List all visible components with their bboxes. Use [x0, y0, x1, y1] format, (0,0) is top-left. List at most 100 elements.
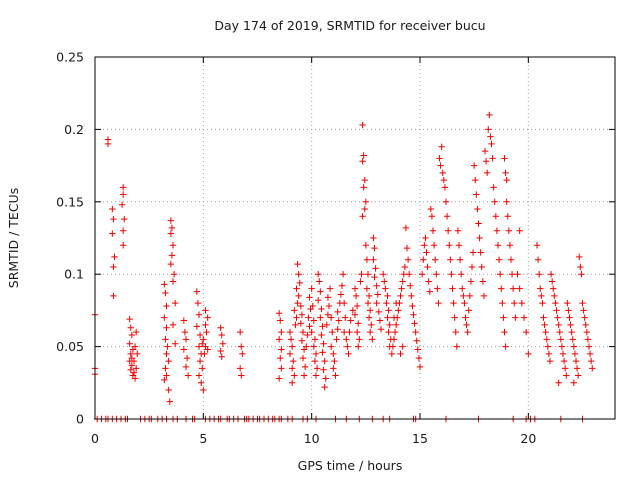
data-point: [499, 299, 506, 307]
data-point: [502, 343, 509, 350]
data-point: [395, 307, 402, 314]
data-point: [168, 252, 176, 259]
data-point: [195, 372, 203, 379]
data-point: [385, 307, 392, 314]
data-point: [461, 299, 468, 307]
data-point: [340, 299, 348, 307]
data-point: [551, 292, 558, 300]
data-point: [371, 273, 378, 281]
data-point: [352, 292, 360, 300]
data-point: [457, 271, 465, 278]
data-point: [479, 278, 487, 285]
data-point: [360, 184, 367, 191]
data-point: [323, 321, 331, 329]
data-point: [581, 314, 588, 321]
data-point: [427, 205, 435, 213]
data-point: [288, 379, 296, 386]
data-point: [584, 336, 592, 343]
data-point: [444, 227, 452, 234]
axes: 0 0.05 0.1 0.15 0.2 0.25 0 5 10 15 20: [56, 50, 615, 446]
data-point: [345, 350, 352, 358]
data-point: [300, 372, 308, 379]
data-point: [446, 242, 453, 249]
data-point: [181, 328, 189, 336]
data-point: [132, 365, 140, 372]
data-point: [478, 263, 485, 271]
data-point: [291, 307, 298, 314]
data-point: [219, 340, 227, 347]
data-point: [361, 205, 368, 213]
data-point: [473, 191, 480, 198]
data-point: [539, 299, 546, 307]
data-point: [310, 343, 318, 350]
data-point: [364, 271, 372, 278]
data-point: [128, 362, 136, 369]
data-point: [167, 260, 175, 268]
data-point: [162, 289, 169, 297]
data-point: [351, 311, 359, 318]
data-point: [559, 350, 567, 358]
data-point: [379, 271, 387, 278]
data-point: [316, 278, 323, 285]
data-point: [570, 379, 578, 386]
data-point: [131, 343, 139, 350]
data-point: [429, 227, 437, 234]
data-point: [183, 354, 191, 362]
data-point: [299, 328, 307, 336]
data-point: [293, 314, 300, 321]
data-point: [542, 328, 549, 336]
data-point: [164, 343, 171, 350]
data-point: [169, 242, 177, 249]
data-point: [370, 256, 377, 263]
data-point: [377, 326, 385, 333]
data-point: [308, 328, 315, 336]
data-point: [161, 376, 168, 384]
data-point: [385, 328, 392, 336]
x-tick-label: 15: [412, 431, 428, 446]
data-point: [334, 308, 341, 316]
data-point: [109, 205, 116, 213]
data-point: [200, 386, 207, 394]
data-point: [555, 321, 562, 329]
data-point: [383, 299, 390, 307]
data-point: [293, 285, 300, 292]
data-point: [481, 147, 489, 155]
data-point: [583, 328, 591, 336]
data-point: [134, 350, 141, 358]
data-point: [298, 311, 306, 318]
data-point: [334, 326, 341, 333]
data-point: [514, 271, 521, 278]
data-point: [552, 299, 559, 307]
data-point: [118, 201, 126, 208]
data-point: [572, 357, 580, 365]
data-point: [544, 343, 552, 350]
data-point: [320, 366, 327, 373]
data-point: [407, 282, 414, 289]
data-point: [321, 383, 328, 391]
data-point: [366, 307, 374, 314]
data-point: [170, 271, 178, 278]
data-point: [541, 321, 548, 329]
data-point: [470, 162, 478, 169]
data-point: [370, 234, 377, 242]
data-point: [555, 379, 562, 386]
data-point: [540, 314, 547, 321]
data-point: [443, 213, 451, 220]
data-point: [314, 271, 322, 278]
data-point: [180, 346, 188, 353]
data-point: [440, 176, 448, 184]
data-point: [286, 350, 294, 358]
data-point: [330, 365, 337, 372]
data-point: [438, 143, 445, 150]
data-point: [218, 331, 225, 339]
data-point: [491, 198, 498, 205]
data-point: [431, 256, 439, 263]
data-point: [306, 323, 313, 330]
data-point: [469, 249, 477, 256]
data-point: [382, 285, 389, 292]
data-point: [278, 328, 285, 336]
data-point: [460, 292, 467, 300]
data-point: [384, 292, 391, 300]
data-point: [278, 346, 285, 353]
plot-frame: [94, 56, 616, 420]
